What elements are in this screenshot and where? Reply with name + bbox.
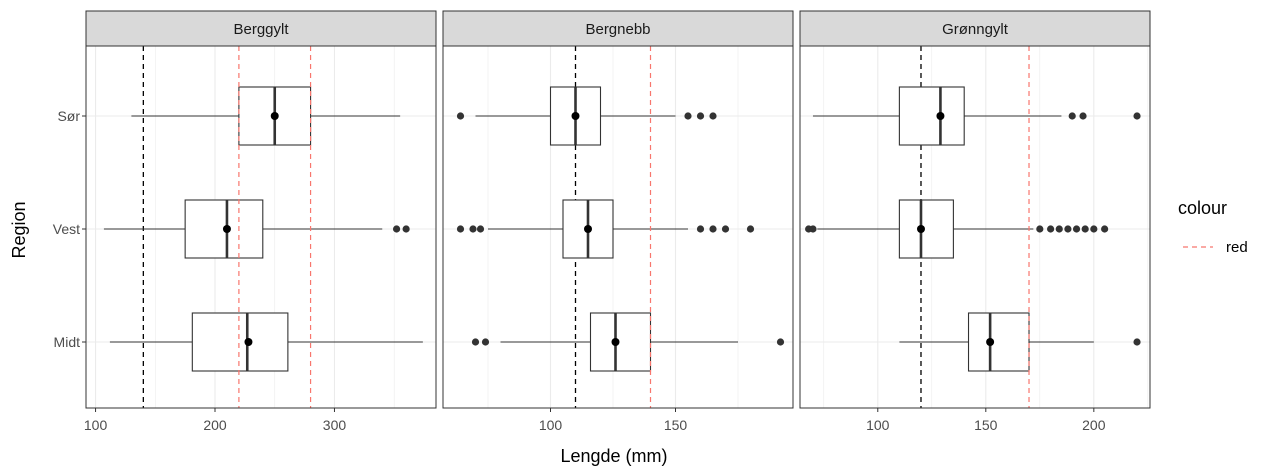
mean-point bbox=[584, 225, 592, 233]
panel-border bbox=[442, 45, 794, 409]
legend-title: colour bbox=[1178, 198, 1227, 218]
facet-strip-label: Bergnebb bbox=[585, 21, 650, 38]
mean-point bbox=[244, 338, 253, 346]
facet-berggylt: Berggylt 100 200 300 Sør Vest Midt bbox=[53, 10, 437, 433]
outlier-point bbox=[809, 225, 817, 233]
box-sor bbox=[812, 86, 1141, 146]
mean-point bbox=[916, 225, 925, 233]
outlier-point bbox=[709, 112, 717, 120]
box-sor bbox=[456, 86, 717, 146]
box-vest bbox=[103, 199, 410, 259]
x-tick-label: 300 bbox=[323, 417, 347, 433]
x-tick-label: 200 bbox=[1082, 417, 1106, 433]
interquartile-box bbox=[191, 312, 289, 372]
interquartile-box bbox=[967, 312, 1030, 372]
outlier-point bbox=[1064, 225, 1072, 233]
y-tick-label: Sør bbox=[57, 108, 80, 124]
outlier-point bbox=[1055, 225, 1063, 233]
outlier-point bbox=[776, 338, 785, 346]
outlier-point bbox=[1047, 225, 1055, 233]
box-sor bbox=[131, 86, 401, 146]
legend-label-red: red bbox=[1226, 239, 1248, 256]
x-axis-title: Lengde (mm) bbox=[560, 446, 667, 466]
mean-point bbox=[222, 225, 231, 233]
outlier-point bbox=[1133, 338, 1141, 346]
outlier-point bbox=[696, 225, 705, 233]
mean-point bbox=[571, 112, 580, 120]
legend: colour red bbox=[1178, 198, 1248, 256]
outlier-point bbox=[402, 225, 410, 233]
interquartile-box bbox=[898, 86, 965, 146]
y-tick-label: Vest bbox=[53, 221, 80, 237]
facet-panels: Berggylt 100 200 300 Sør Vest Midt Bergnebb 100 1… bbox=[53, 10, 1151, 433]
outlier-point bbox=[392, 225, 401, 233]
outlier-point bbox=[696, 112, 705, 120]
mean-point bbox=[936, 112, 945, 120]
outlier-point bbox=[1101, 225, 1109, 233]
outlier-point bbox=[721, 225, 730, 233]
mean-point bbox=[986, 338, 995, 346]
outlier-point bbox=[456, 225, 465, 233]
outlier-point bbox=[709, 225, 717, 233]
x-tick-label: 100 bbox=[539, 417, 563, 433]
outlier-point bbox=[456, 112, 465, 120]
x-tick-label: 150 bbox=[664, 417, 688, 433]
outlier-point bbox=[1036, 225, 1044, 233]
outlier-point bbox=[469, 225, 477, 233]
x-tick-label: 200 bbox=[203, 417, 227, 433]
outlier-point bbox=[1072, 225, 1081, 233]
facet-strip-gronngylt bbox=[799, 10, 1151, 47]
facet-bergnebb: Bergnebb 100 150 bbox=[442, 10, 794, 433]
outlier-point bbox=[1079, 112, 1087, 120]
x-tick-label: 150 bbox=[974, 417, 998, 433]
box-vest bbox=[456, 199, 755, 259]
facet-strip-label: Grønngylt bbox=[942, 21, 1009, 38]
outlier-point bbox=[1068, 112, 1076, 120]
box-vest bbox=[805, 199, 1109, 259]
outlier-point bbox=[1090, 225, 1098, 233]
outlier-point bbox=[481, 338, 490, 346]
panel-border bbox=[799, 45, 1151, 409]
mean-point bbox=[270, 112, 279, 120]
panel-border bbox=[85, 45, 437, 409]
x-tick-label: 100 bbox=[866, 417, 890, 433]
mean-point bbox=[611, 338, 620, 346]
y-axis-title: Region bbox=[9, 201, 29, 258]
outlier-point bbox=[1133, 112, 1141, 120]
x-tick-label: 100 bbox=[84, 417, 108, 433]
facet-strip-label: Berggylt bbox=[233, 21, 289, 38]
interquartile-box bbox=[589, 312, 652, 372]
outlier-point bbox=[746, 225, 755, 233]
facet-gronngylt: Grønngylt 100 150 200 bbox=[799, 10, 1151, 433]
y-tick-label: Midt bbox=[54, 334, 81, 350]
outlier-point bbox=[471, 338, 480, 346]
box-midt bbox=[109, 312, 423, 372]
outlier-point bbox=[684, 112, 692, 120]
facet-strip-berggylt bbox=[85, 10, 437, 47]
box-midt bbox=[471, 312, 785, 372]
box-midt bbox=[899, 312, 1141, 372]
outlier-point bbox=[1081, 225, 1089, 233]
interquartile-box bbox=[898, 199, 954, 259]
outlier-point bbox=[476, 225, 485, 233]
